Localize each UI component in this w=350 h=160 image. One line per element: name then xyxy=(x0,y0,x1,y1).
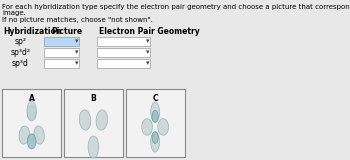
Text: Picture: Picture xyxy=(51,27,82,36)
Text: ▾: ▾ xyxy=(146,49,150,56)
Text: For each hybridization type specify the electron pair geometry and choose a pict: For each hybridization type specify the … xyxy=(2,4,350,10)
Text: Hybridization: Hybridization xyxy=(3,27,62,36)
Ellipse shape xyxy=(34,126,44,144)
Text: ▾: ▾ xyxy=(75,49,78,56)
Ellipse shape xyxy=(151,102,160,122)
FancyBboxPatch shape xyxy=(126,89,185,157)
Ellipse shape xyxy=(158,119,169,135)
Ellipse shape xyxy=(27,101,36,121)
Ellipse shape xyxy=(88,136,99,158)
Text: ▾: ▾ xyxy=(75,39,78,44)
Text: C: C xyxy=(152,94,158,103)
Ellipse shape xyxy=(79,110,91,130)
FancyBboxPatch shape xyxy=(44,59,79,68)
Text: ▾: ▾ xyxy=(146,39,150,44)
FancyBboxPatch shape xyxy=(44,48,79,57)
Text: ▾: ▾ xyxy=(75,60,78,67)
FancyBboxPatch shape xyxy=(97,48,150,57)
Ellipse shape xyxy=(19,126,29,144)
FancyBboxPatch shape xyxy=(97,59,150,68)
FancyBboxPatch shape xyxy=(2,89,61,157)
Text: B: B xyxy=(91,94,96,103)
Text: ▾: ▾ xyxy=(146,60,150,67)
FancyBboxPatch shape xyxy=(64,89,123,157)
FancyBboxPatch shape xyxy=(44,37,79,46)
Ellipse shape xyxy=(27,105,36,120)
Ellipse shape xyxy=(152,111,158,123)
Text: sp³d: sp³d xyxy=(12,59,29,68)
Text: image.: image. xyxy=(2,10,26,16)
Text: A: A xyxy=(29,94,35,103)
Text: If no picture matches, choose "not shown".: If no picture matches, choose "not shown… xyxy=(2,17,153,23)
Ellipse shape xyxy=(96,110,107,130)
FancyBboxPatch shape xyxy=(97,37,150,46)
Ellipse shape xyxy=(151,132,160,152)
Ellipse shape xyxy=(142,119,153,135)
Text: Electron Pair Geometry: Electron Pair Geometry xyxy=(99,27,200,36)
Text: sp²: sp² xyxy=(14,37,26,46)
Ellipse shape xyxy=(27,134,36,149)
Text: sp³d²: sp³d² xyxy=(10,48,30,57)
Ellipse shape xyxy=(152,132,158,144)
